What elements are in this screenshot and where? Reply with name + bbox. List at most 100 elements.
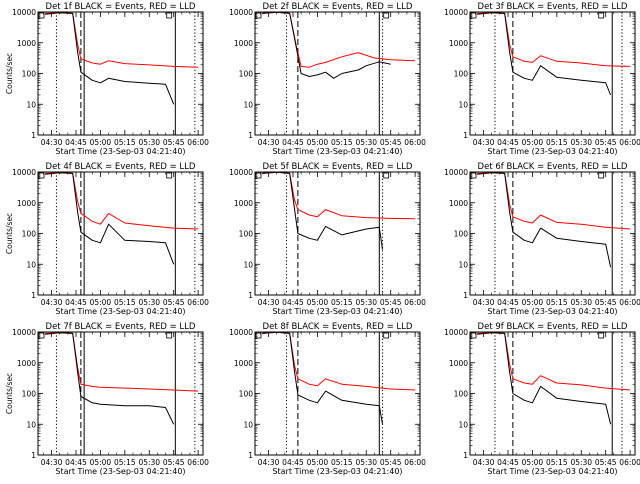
x-tick-label: 05:30 [138, 458, 160, 467]
y-tick-label: 1000 [449, 359, 468, 368]
corner-marker [166, 172, 173, 179]
y-tick-label: 1000 [449, 39, 468, 48]
y-tick-label: 1 [31, 131, 36, 140]
x-tick-label: 05:30 [355, 298, 377, 307]
y-tick-label: 10000 [12, 8, 36, 17]
x-tick-label: 06:00 [404, 138, 426, 147]
y-tick-label: 1000 [234, 359, 253, 368]
x-tick-label: 05:30 [138, 298, 160, 307]
y-tick-label: 1 [463, 131, 468, 140]
x-axis-label: Start Time (23-Sep-03 04:21:40) [55, 467, 185, 476]
x-tick-label: 06:00 [187, 298, 209, 307]
events-series-line [262, 331, 383, 425]
y-axis-label: Counts/sec [5, 213, 14, 254]
x-tick-label: 05:15 [114, 458, 136, 467]
x-tick-label: 04:30 [41, 458, 63, 467]
corner-marker [470, 12, 477, 19]
x-tick-label: 05:00 [522, 298, 544, 307]
y-tick-label: 100 [239, 390, 254, 399]
detector-panel: Det 2f BLACK = Events, RED = LLD 1 10 100 10… [229, 2, 426, 156]
x-tick-label: 04:45 [497, 298, 519, 307]
x-tick-label: 04:45 [282, 298, 304, 307]
x-tick-label: 06:00 [187, 138, 209, 147]
corner-marker [255, 12, 262, 19]
x-tick-label: 06:00 [187, 458, 209, 467]
x-tick-label: 05:15 [546, 298, 568, 307]
x-tick-label: 04:30 [258, 458, 280, 467]
y-tick-label: 100 [22, 70, 37, 79]
x-tick-label: 06:00 [619, 458, 640, 467]
panel-title: Det 4f BLACK = Events, RED = LLD [46, 162, 196, 172]
corner-marker [38, 172, 45, 179]
lld-series-line [477, 332, 631, 391]
x-tick-label: 06:00 [619, 138, 640, 147]
panel-title: Det 6f BLACK = Events, RED = LLD [478, 162, 628, 172]
x-tick-label: 04:45 [65, 298, 87, 307]
y-tick-label: 1 [248, 291, 253, 300]
corner-marker [383, 172, 390, 179]
x-axis-label: Start Time (23-Sep-03 04:21:40) [272, 307, 402, 316]
x-tick-label: 04:45 [65, 138, 87, 147]
x-tick-label: 05:15 [331, 138, 353, 147]
events-series-line [262, 11, 391, 79]
y-tick-label: 10000 [12, 328, 36, 337]
y-tick-label: 10000 [229, 328, 253, 337]
y-tick-label: 10 [243, 420, 253, 429]
x-tick-label: 05:45 [163, 458, 185, 467]
x-tick-label: 04:45 [497, 138, 519, 147]
events-series-line [262, 171, 383, 250]
lld-series-line [262, 171, 416, 220]
x-tick-label: 05:00 [90, 298, 112, 307]
y-tick-label: 1000 [17, 39, 36, 48]
corner-marker [166, 12, 173, 19]
lld-series-line [477, 12, 631, 67]
x-tick-label: 04:30 [258, 298, 280, 307]
x-tick-label: 05:15 [546, 138, 568, 147]
corner-marker [598, 172, 605, 179]
lld-series-line [262, 331, 416, 391]
x-tick-label: 05:45 [380, 138, 402, 147]
x-tick-label: 06:00 [404, 458, 426, 467]
x-tick-label: 04:30 [258, 138, 280, 147]
panel-title: Det 1f BLACK = Events, RED = LLD [46, 2, 196, 12]
detector-panel: Det 6f BLACK = Events, RED = LLD 1 10 100 10… [444, 162, 640, 316]
y-tick-label: 10000 [229, 8, 253, 17]
panel-title: Det 8f BLACK = Events, RED = LLD [263, 322, 413, 332]
y-tick-label: 1 [463, 291, 468, 300]
y-tick-label: 10000 [12, 168, 36, 177]
x-tick-label: 04:30 [473, 298, 495, 307]
y-tick-label: 10 [26, 100, 36, 109]
x-tick-label: 04:30 [473, 458, 495, 467]
plot-frame [37, 331, 204, 456]
y-tick-label: 1000 [449, 199, 468, 208]
plot-frame [254, 171, 421, 296]
y-tick-label: 100 [22, 390, 37, 399]
x-tick-label: 06:00 [404, 298, 426, 307]
events-series-line [477, 12, 612, 96]
x-tick-label: 05:15 [546, 458, 568, 467]
lld-series-line [262, 11, 416, 68]
x-tick-label: 05:15 [331, 298, 353, 307]
y-tick-label: 100 [454, 230, 469, 239]
panel-title: Det 3f BLACK = Events, RED = LLD [478, 2, 628, 12]
corner-marker [166, 332, 173, 339]
detector-panel: Det 3f BLACK = Events, RED = LLD 1 10 100 10… [444, 2, 640, 156]
events-series-line [45, 12, 175, 105]
y-tick-label: 1 [248, 451, 253, 460]
events-series-line [45, 332, 175, 425]
y-tick-label: 1 [31, 451, 36, 460]
y-tick-label: 10000 [444, 8, 468, 17]
x-tick-label: 05:00 [90, 138, 112, 147]
x-tick-label: 05:00 [307, 298, 329, 307]
events-series-line [45, 172, 175, 265]
lld-series-line [477, 172, 631, 230]
panel-title: Det 9f BLACK = Events, RED = LLD [478, 322, 628, 332]
x-tick-label: 05:30 [138, 138, 160, 147]
x-axis-label: Start Time (23-Sep-03 04:21:40) [487, 467, 617, 476]
panel-title: Det 7f BLACK = Events, RED = LLD [46, 322, 196, 332]
x-tick-label: 05:15 [114, 298, 136, 307]
x-tick-label: 05:00 [522, 138, 544, 147]
plot-frame [37, 11, 204, 136]
x-tick-label: 05:45 [163, 298, 185, 307]
